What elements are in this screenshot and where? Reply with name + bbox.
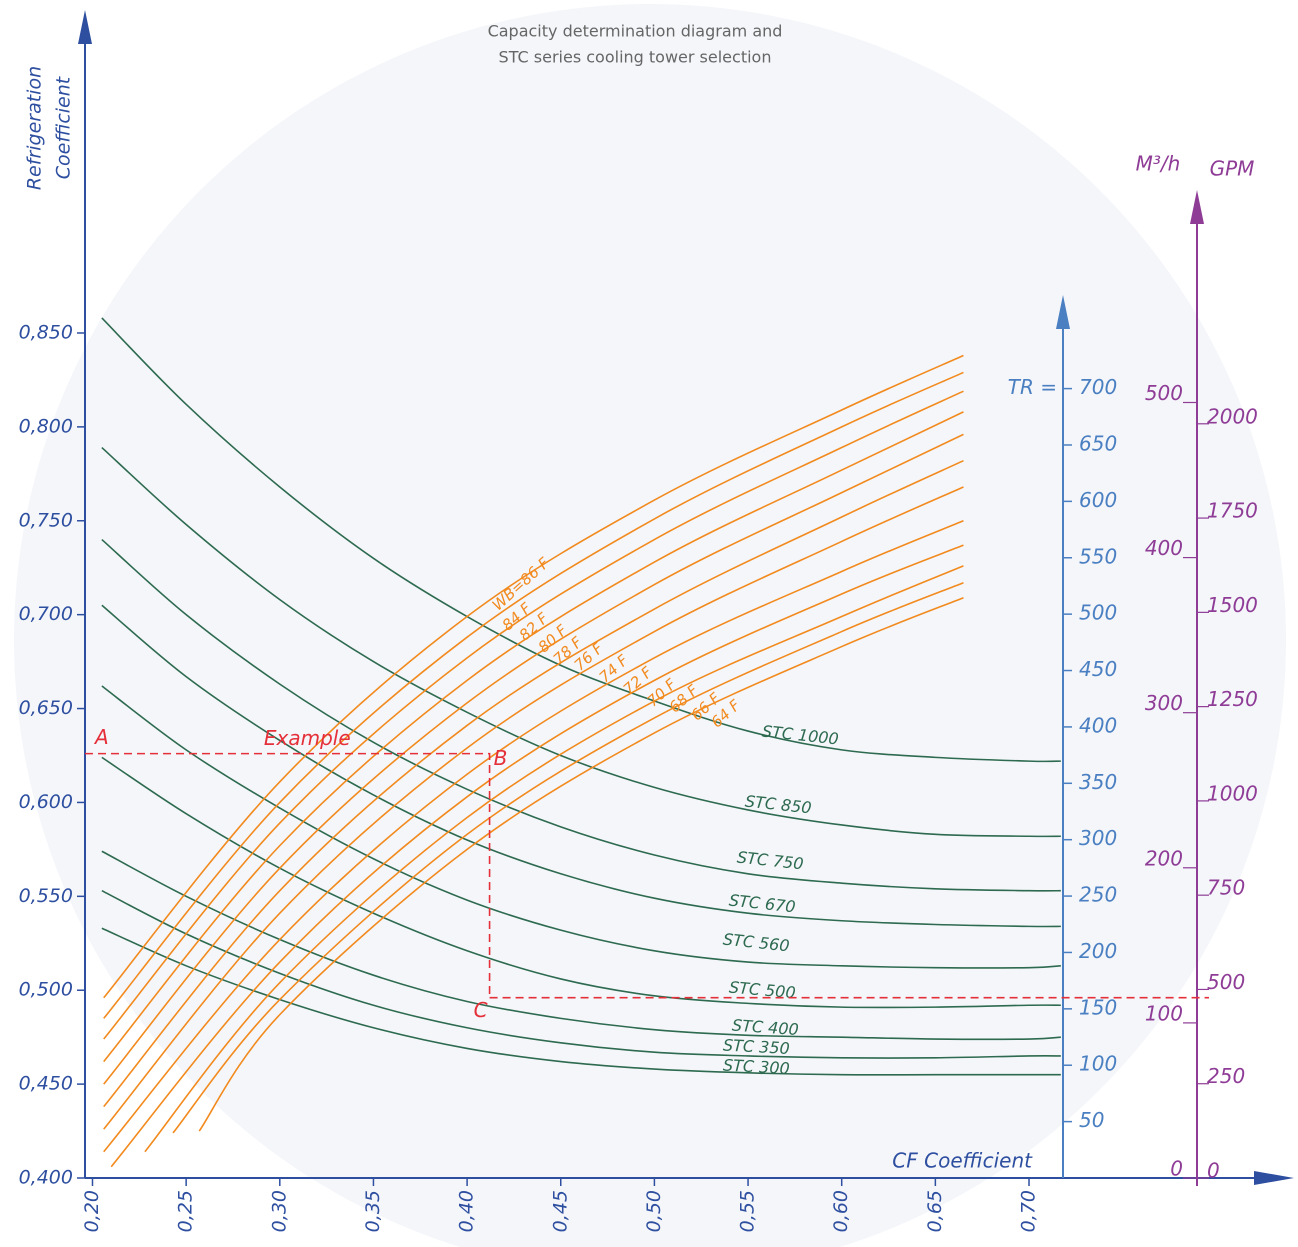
gpm-tick-label: 2000 xyxy=(1207,404,1258,428)
gpm-axis-label: GPM xyxy=(1210,157,1255,181)
stc-label: STC 300 xyxy=(723,1056,791,1078)
wb-curve xyxy=(103,354,964,999)
tr-tick-label: 500 xyxy=(1079,601,1117,625)
m3h-axis-label: M³/h xyxy=(1136,152,1181,176)
x-tick-label: 0,50 xyxy=(643,1190,665,1232)
tr-tick-label: 100 xyxy=(1079,1052,1117,1076)
x-tick-label: 0,55 xyxy=(737,1190,759,1232)
m3h-tick-label: 400 xyxy=(1145,536,1183,560)
m3h-tick-label: 500 xyxy=(1145,381,1183,405)
wb-curve xyxy=(103,390,964,1040)
wb-curve xyxy=(103,411,964,1063)
x-tick-label: 0,35 xyxy=(362,1190,384,1232)
wb-curve xyxy=(172,581,964,1134)
y-axis-label: Coefficient xyxy=(53,75,75,179)
stc-label: STC 350 xyxy=(723,1036,791,1058)
stc-label: STC 400 xyxy=(731,1016,799,1040)
x-tick-label: 0,40 xyxy=(456,1190,478,1232)
wb-curve xyxy=(103,433,964,1085)
chart-title: Capacity determination diagram and xyxy=(488,22,783,41)
example-point-label: A xyxy=(93,725,109,749)
tr-tick-label: 600 xyxy=(1079,488,1117,512)
y-tick-label: 0,500 xyxy=(19,979,73,1001)
wb-curve xyxy=(198,597,964,1132)
y-tick-label: 0,650 xyxy=(19,697,73,719)
example-point-label: B xyxy=(494,746,508,770)
tr-tick-label: 450 xyxy=(1079,657,1117,681)
watermark xyxy=(14,4,1286,1247)
stc-curve xyxy=(101,538,1061,892)
tr-tick-label: 50 xyxy=(1079,1108,1104,1132)
tr-tick-label: 350 xyxy=(1079,770,1117,794)
y-tick-label: 0,700 xyxy=(19,603,73,625)
m3h-tick-label: 100 xyxy=(1145,1001,1183,1025)
x-axis-label: CF Coefficient xyxy=(892,1149,1033,1173)
x-tick-label: 0,70 xyxy=(1018,1190,1040,1232)
gpm-tick-label: 1750 xyxy=(1207,499,1258,523)
stc-curve xyxy=(101,604,1061,928)
x-tick-label: 0,65 xyxy=(924,1190,946,1232)
stc-curve xyxy=(101,756,1061,1009)
gpm-tick-label: 1500 xyxy=(1207,593,1258,617)
stc-curve xyxy=(101,317,1061,763)
x-axis-arrow xyxy=(1254,1171,1294,1185)
tr-tick-label: 400 xyxy=(1079,713,1117,737)
y-axis-arrow xyxy=(78,10,92,44)
stc-curve xyxy=(101,685,1061,969)
gpm-tick-label: 0 xyxy=(1207,1159,1220,1183)
x-tick-label: 0,45 xyxy=(549,1190,571,1232)
y-tick-label: 0,600 xyxy=(19,791,73,813)
tr-axis-label: TR = xyxy=(1008,375,1057,399)
tr-axis-arrow xyxy=(1056,295,1070,329)
y-tick-label: 0,750 xyxy=(19,509,73,531)
tr-tick-label: 300 xyxy=(1079,826,1117,850)
chart-title: STC series cooling tower selection xyxy=(499,48,772,67)
gpm-tick-label: 1000 xyxy=(1207,781,1258,805)
gpm-tick-label: 500 xyxy=(1207,970,1245,994)
m3h-tick-label: 200 xyxy=(1145,846,1183,870)
m3h-tick-label: 0 xyxy=(1170,1157,1183,1181)
tr-tick-label: 700 xyxy=(1079,375,1117,399)
tr-tick-label: 550 xyxy=(1079,544,1117,568)
wb-curve xyxy=(110,544,964,1168)
wb-curve xyxy=(103,459,964,1108)
example-path xyxy=(85,752,491,998)
gpm-tick-label: 250 xyxy=(1207,1064,1245,1088)
y-tick-label: 0,800 xyxy=(19,415,73,437)
y-tick-label: 0,400 xyxy=(19,1167,73,1189)
flow-axis-arrow xyxy=(1190,190,1204,224)
tr-tick-label: 200 xyxy=(1079,939,1117,963)
wb-curve xyxy=(103,486,964,1130)
y-axis-label: Refrigeration xyxy=(24,66,46,190)
gpm-tick-label: 1250 xyxy=(1207,687,1258,711)
stc-curve xyxy=(101,889,1061,1059)
x-tick-label: 0,20 xyxy=(81,1190,103,1232)
tr-tick-label: 650 xyxy=(1079,431,1117,455)
y-tick-label: 0,550 xyxy=(19,885,73,907)
y-tick-label: 0,450 xyxy=(19,1073,73,1095)
tr-tick-label: 250 xyxy=(1079,883,1117,907)
m3h-tick-label: 300 xyxy=(1145,691,1183,715)
tr-tick-label: 150 xyxy=(1079,995,1117,1019)
x-tick-label: 0,60 xyxy=(830,1190,852,1232)
stc-curve xyxy=(101,446,1061,838)
wb-curve xyxy=(103,371,964,1019)
example-label: Example xyxy=(264,726,351,750)
example-point-label: C xyxy=(474,998,488,1022)
x-tick-label: 0,25 xyxy=(175,1190,197,1232)
x-tick-label: 0,30 xyxy=(268,1190,290,1232)
wb-curve xyxy=(103,520,964,1153)
wb-curve xyxy=(144,565,964,1153)
gpm-tick-label: 750 xyxy=(1207,876,1245,900)
y-tick-label: 0,850 xyxy=(19,321,73,343)
